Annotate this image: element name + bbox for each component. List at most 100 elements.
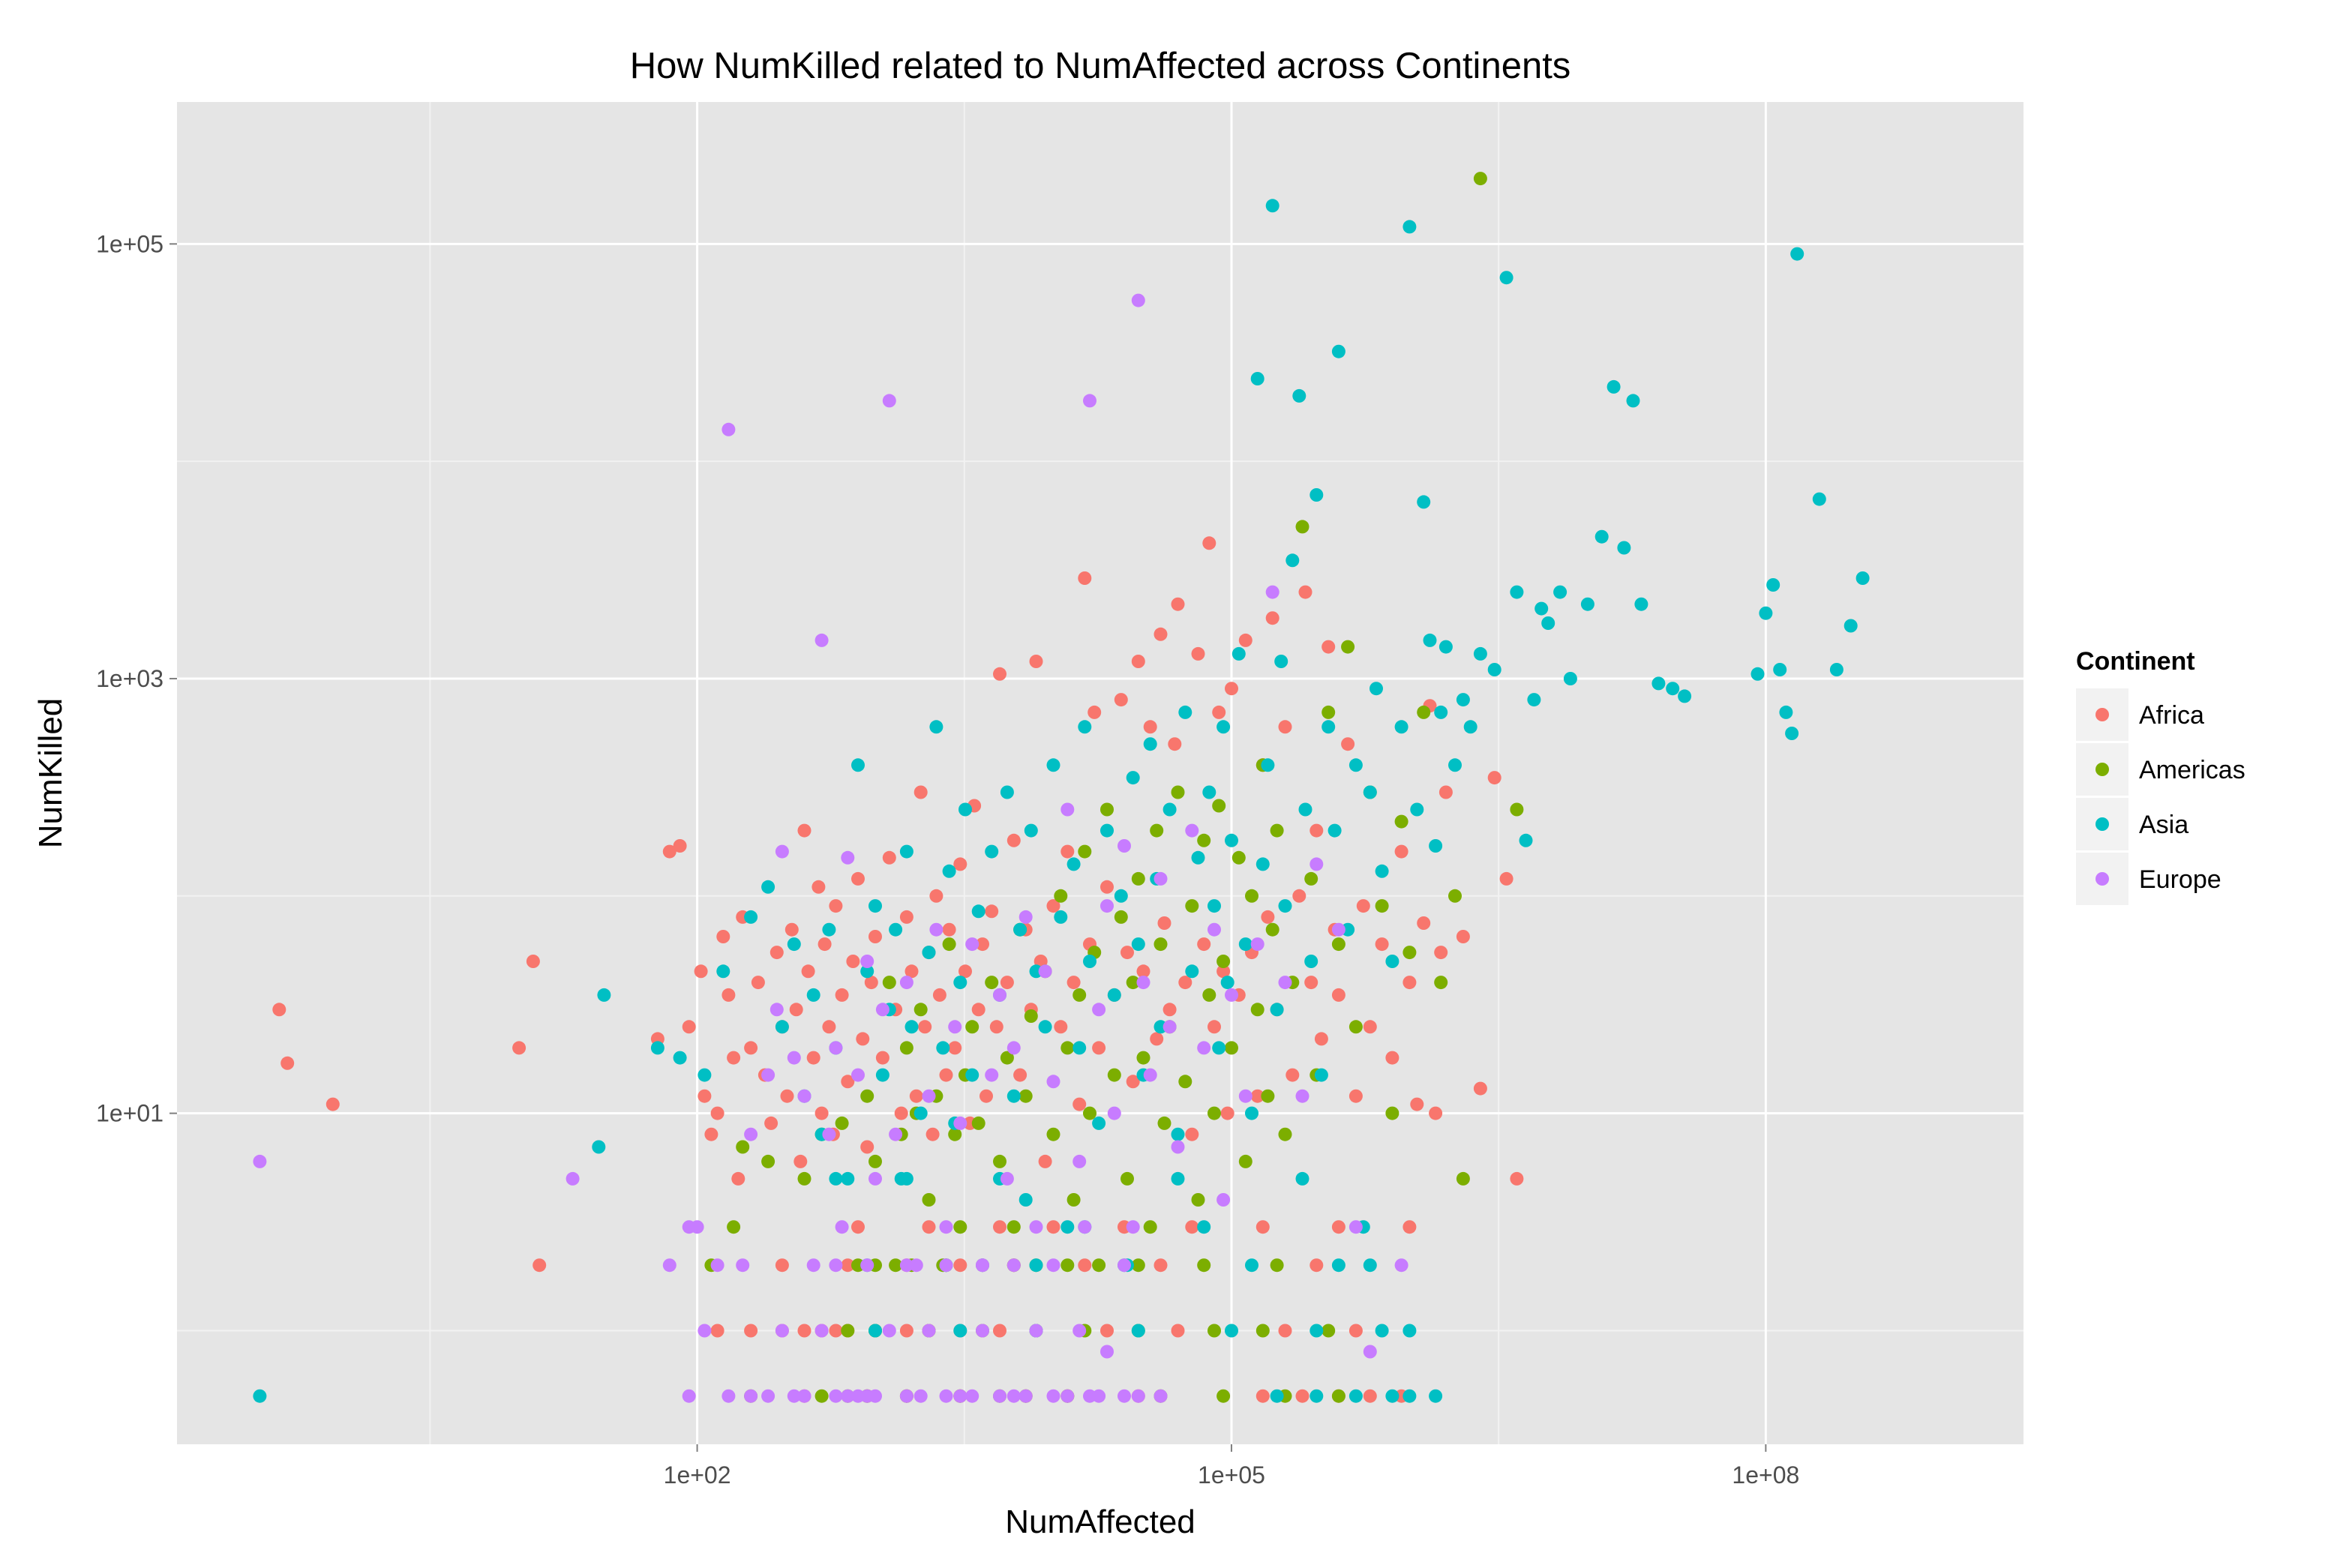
data-point [1157,916,1172,930]
data-point [1162,1020,1177,1034]
data-point [253,1154,267,1168]
data-point [1000,1171,1014,1186]
data-point [1295,1089,1310,1103]
x-axis: 1e+02 1e+05 1e+08 [664,1444,1799,1489]
data-point [775,1258,789,1273]
data-point [1256,1324,1270,1338]
legend-label: Africa [2139,701,2204,730]
legend-key-point [2096,817,2109,831]
data-point [841,1075,855,1089]
data-point [1473,646,1487,661]
data-point [1185,1220,1199,1234]
data-point [1178,976,1192,990]
data-point [1178,705,1192,719]
data-point [922,946,936,960]
data-point [929,720,944,734]
data-point [1029,1258,1043,1273]
data-point [1118,1258,1131,1273]
data-point [1331,937,1346,952]
data-point [1375,937,1389,952]
data-point [1171,597,1185,611]
data-point [993,1220,1006,1234]
data-point [868,1324,882,1338]
data-point [806,988,820,1002]
data-point [1216,964,1231,979]
data-point [1191,1193,1205,1207]
data-point [1527,693,1541,707]
data-point [829,899,843,913]
data-point [965,1389,980,1403]
data-point [841,1389,855,1403]
data-point [1634,597,1648,611]
data-point [1100,880,1114,894]
data-point [846,955,860,968]
data-point [1118,1389,1131,1403]
data-point [1212,1041,1226,1055]
data-point [1168,737,1182,751]
data-point [889,922,903,937]
data-point [1250,1089,1264,1103]
data-point [835,1220,849,1234]
data-point [829,1258,843,1273]
data-point [1072,1324,1087,1338]
data-point [1348,1389,1363,1403]
data-point [1322,640,1336,654]
data-point [953,1220,968,1234]
data-point [899,1389,914,1403]
data-point [1666,682,1680,696]
data-point [953,1389,968,1403]
data-point [1197,1258,1211,1273]
data-point [1348,1324,1363,1338]
data-point [744,1389,758,1403]
data-point [1314,1032,1328,1046]
data-point [993,1389,1006,1403]
data-point [1046,758,1060,772]
data-point [764,1116,778,1130]
data-point [1238,937,1252,952]
data-point [722,1389,736,1403]
data-point [899,1324,914,1338]
data-point [1385,1051,1400,1065]
data-point [812,880,826,894]
data-point [1046,899,1060,913]
data-point [1394,844,1408,859]
data-point [1083,955,1096,968]
data-point [1060,844,1075,859]
data-point [710,1324,724,1338]
data-point [1136,976,1150,990]
data-point [1136,964,1150,979]
data-point [1185,1127,1199,1141]
data-point [953,1258,968,1273]
data-point [770,1003,784,1017]
data-point [1154,1389,1168,1403]
data-point [822,922,836,937]
data-point [868,899,882,913]
data-point [1295,520,1310,534]
data-point [1856,571,1870,585]
data-point [868,1171,882,1186]
data-point [1126,1075,1140,1089]
data-point [1310,1389,1324,1403]
data-point [532,1258,547,1273]
grid-minor [177,102,2024,1444]
data-point [971,904,986,919]
data-point [716,930,730,943]
data-point [1232,850,1246,865]
data-point [1250,937,1264,952]
data-point [1131,293,1145,307]
data-point [1292,388,1306,403]
data-point [1072,1041,1087,1055]
data-point [1131,1324,1145,1338]
data-point [953,857,968,871]
data-point [1779,705,1793,719]
data-point [1438,640,1453,654]
data-point [1216,720,1231,734]
data-point [860,1089,874,1103]
data-point [650,1041,664,1055]
data-point [1456,693,1470,707]
data-point [1394,720,1408,734]
data-point [1131,1258,1145,1273]
data-point [1078,1220,1092,1234]
data-point [272,1003,286,1017]
data-point [1429,839,1443,853]
